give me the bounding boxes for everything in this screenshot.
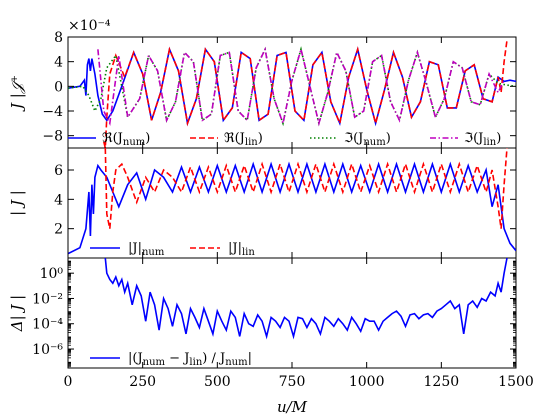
middle-ylabel: | J | bbox=[8, 190, 26, 216]
series-line-top-3 bbox=[97, 46, 505, 127]
xtick-label-2: 500 bbox=[204, 374, 231, 390]
ytick-label-top-4: 8 bbox=[54, 30, 63, 46]
ytick-label-bottom-1: 10⁻⁴ bbox=[32, 317, 63, 333]
xtick-label-1: 250 bbox=[129, 374, 156, 390]
top-ylabel: J |𝒥⁺ bbox=[8, 75, 26, 112]
panel-bottom: 10⁻⁶ 10⁻⁴ 10⁻² 10⁰ 0 250 500 750 1000 1250 1500 Δ… bbox=[8, 257, 534, 416]
legend-label-top-1: ℜ(Jlin) bbox=[224, 131, 263, 148]
ytick-label-bottom-3: 10⁰ bbox=[40, 266, 64, 282]
ytick-label-bottom-2: 10⁻² bbox=[32, 291, 63, 307]
ytick-label-top-1: −4 bbox=[42, 104, 63, 120]
ytick-label-top-2: 0 bbox=[54, 79, 63, 95]
bottom-ylabel: Δ| J | bbox=[8, 295, 26, 333]
x-axis-label: u/M bbox=[277, 398, 308, 416]
xtick-label-5: 1250 bbox=[424, 374, 460, 390]
ytick-label-middle-1: 4 bbox=[54, 192, 63, 208]
series-line-bottom-0 bbox=[104, 258, 508, 340]
xtick-label-0: 0 bbox=[64, 374, 73, 390]
legend-label-top-3: ℑ(Jlin) bbox=[464, 131, 501, 148]
xtick-label-3: 750 bbox=[279, 374, 306, 390]
ytick-label-bottom-0: 10⁻⁶ bbox=[32, 342, 63, 358]
xtick-label-6: 1500 bbox=[498, 374, 534, 390]
ytick-label-top-3: 4 bbox=[54, 55, 63, 71]
top-multiplier: ×10⁻⁴ bbox=[68, 18, 111, 34]
series-line-top-1 bbox=[103, 39, 508, 148]
xtick-label-4: 1000 bbox=[349, 374, 385, 390]
ytick-label-top-0: −8 bbox=[42, 129, 63, 145]
series-line-middle-0 bbox=[68, 161, 516, 255]
ytick-label-middle-2: 6 bbox=[54, 163, 63, 179]
ytick-label-middle-0: 2 bbox=[54, 222, 63, 238]
